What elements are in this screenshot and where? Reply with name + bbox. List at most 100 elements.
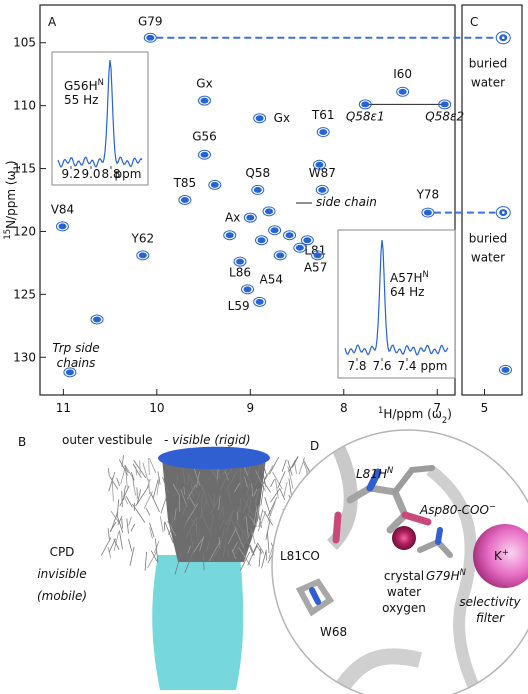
inset-frame [337,229,456,379]
lipid-tail [174,508,177,520]
peak-contour [251,184,265,195]
peak-label: T85 [173,176,197,190]
supscript: 1 [378,405,383,415]
lipid-tail [190,517,198,529]
inset-unit: ppm [421,359,448,373]
lipid-tail [261,467,267,487]
peak-contour [300,235,314,246]
lipid-tail [219,472,230,491]
lipid-tail [199,499,207,519]
text-part: L81H [356,467,387,481]
lipid-tail [259,473,268,492]
lipid-tail [261,551,267,569]
lipid-tail [167,520,177,537]
lipid-tail [124,464,128,488]
peak-label: V84 [51,202,74,216]
lipid-tail [200,493,203,514]
peak-core [270,227,279,234]
lipid-tail [128,538,133,552]
peak-core [423,209,432,216]
inset-unit: ppm [115,167,142,181]
lipid-tail [149,522,155,538]
peak-core [253,186,262,193]
lipid-tail [220,527,225,546]
lipid-tail [227,528,237,545]
lipid-tail [170,514,174,534]
peak-core [243,286,252,293]
peak-contour [223,230,237,241]
peak-core [93,316,102,323]
lipid-tail [264,465,274,480]
lipid-tail [192,538,204,554]
lipid-tail [111,477,114,502]
peak-label: G56 [192,130,217,144]
filter-label: filter [476,611,505,625]
peak-core [318,186,327,193]
lipid-tail [239,498,241,513]
lipid-tail [216,467,219,480]
lipid-tail [222,505,225,517]
lipid-tail [189,531,194,549]
peak-contour [495,206,511,220]
lipid-tail [303,462,308,471]
lipid-tail [125,496,133,508]
peak [198,95,212,106]
lipid-tail [254,488,260,503]
lipid-tail [132,463,142,479]
peak-core [246,214,255,221]
peak [198,149,212,160]
peak-contour [499,364,512,375]
peak-label: A54 [260,272,283,286]
y-tick-label: 120 [13,224,36,238]
lipid-tail [148,479,150,495]
peak [315,184,329,195]
peak-core [210,181,219,188]
y-tick-label: 105 [13,36,36,50]
peak [358,99,372,110]
side-chain-annotation: side chain [316,195,377,209]
peak-core [276,252,285,259]
peak-contour [208,179,222,190]
lipid-tail [287,460,293,476]
peak-core [225,232,234,239]
lipid-tail [239,529,246,543]
ion-label: K+ [494,547,509,563]
peak-label: L86 [229,266,251,280]
inset-tick-label: 7.4 [397,359,416,373]
lipid-tail [279,488,286,501]
lipid-tail [121,490,123,508]
lipid-tail [231,549,237,560]
peak-contour [253,113,267,124]
inset-tick-label: 9.2 [61,167,80,181]
lipid-tail [145,507,151,516]
lipid-tail [184,551,194,574]
y-axis-label: 15N/ppm (ω1) [2,160,22,239]
water-annotation: water [471,251,505,265]
text-part: ) [447,407,452,421]
water-annotation: buried [469,232,508,246]
text-part: ) [4,160,18,165]
lipid-tail [142,462,149,481]
vestibule-note: - visible (rigid) [164,433,251,447]
lipid-tail [260,485,265,506]
lipid-tail [267,497,278,517]
lipid-tail [185,503,199,525]
inset-linewidth: 55 Hz [64,93,98,107]
lipid-tail [154,538,159,563]
inset-tick-label: 7.8 [347,359,366,373]
peak-contour [253,296,267,307]
lipid-tail [245,516,249,539]
trp-annotation: Trp side [52,341,99,355]
lipid-tail [126,518,129,534]
peak [268,225,282,236]
lipid-tail [227,489,232,505]
lipid-tail [175,475,179,486]
peak-label: Q58 [245,166,270,180]
peak-contour [358,99,372,110]
residue-label: L81HN [356,465,394,481]
lipid-tail [150,550,158,562]
peak-core [501,366,510,373]
lipid-tail [214,542,222,557]
